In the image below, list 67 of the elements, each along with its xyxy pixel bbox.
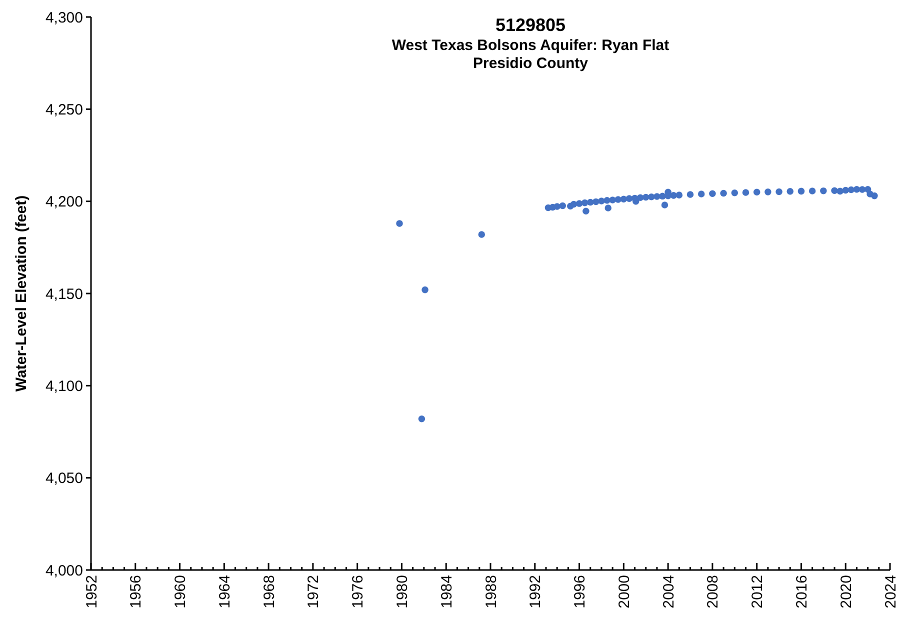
point bbox=[654, 193, 660, 200]
x-tick-label: 2012 bbox=[749, 575, 766, 608]
point bbox=[742, 189, 750, 196]
x-tick-label: 1972 bbox=[305, 575, 322, 608]
x-tick-label: 1964 bbox=[216, 575, 234, 608]
point bbox=[554, 203, 560, 210]
point bbox=[661, 202, 668, 208]
x-tick-label: 2000 bbox=[616, 575, 633, 608]
point bbox=[820, 187, 827, 194]
x-tick-label: 2024 bbox=[882, 575, 898, 608]
y-tick-label: 4,100 bbox=[45, 378, 83, 395]
point bbox=[670, 192, 677, 199]
point bbox=[598, 198, 605, 204]
y-tick-label: 4,250 bbox=[45, 101, 83, 118]
point bbox=[731, 189, 738, 196]
point bbox=[396, 220, 403, 227]
point bbox=[764, 188, 772, 196]
x-tick-label: 1952 bbox=[83, 575, 100, 608]
point bbox=[776, 188, 782, 196]
point bbox=[609, 196, 616, 204]
point bbox=[786, 188, 794, 195]
point bbox=[842, 186, 849, 194]
x-tick-label: 2008 bbox=[704, 575, 722, 608]
y-tick-label: 4,150 bbox=[45, 286, 83, 303]
point bbox=[686, 191, 694, 198]
text: West Texas Bolsons Aquifer: Ryan Flat Presidio County bbox=[392, 37, 670, 72]
point bbox=[614, 196, 622, 203]
point bbox=[698, 190, 705, 198]
point bbox=[636, 194, 644, 202]
point bbox=[709, 190, 716, 197]
point bbox=[418, 415, 426, 422]
y-tick-label: 4,200 bbox=[45, 194, 83, 211]
point bbox=[798, 188, 805, 195]
point bbox=[582, 208, 590, 214]
x-tick-label: 1956 bbox=[128, 575, 145, 608]
x-tick-label: 1968 bbox=[260, 575, 278, 608]
point bbox=[720, 190, 727, 197]
x-tick-label: 1992 bbox=[527, 575, 544, 608]
point bbox=[848, 186, 855, 194]
point bbox=[836, 188, 844, 195]
x-tick-label: 2016 bbox=[793, 575, 810, 608]
x-tick-label: 2004 bbox=[660, 575, 678, 608]
x-tick-label: 2020 bbox=[838, 575, 855, 608]
point bbox=[808, 188, 816, 194]
point bbox=[659, 192, 666, 200]
point bbox=[559, 202, 566, 210]
point bbox=[753, 188, 760, 196]
point bbox=[570, 200, 578, 208]
x-tick-label: 1976 bbox=[350, 575, 367, 608]
point bbox=[853, 186, 860, 193]
y-tick-label: 4,000 bbox=[45, 562, 83, 580]
x-tick-label: 1960 bbox=[172, 575, 190, 608]
point bbox=[422, 286, 428, 294]
point bbox=[831, 187, 838, 194]
point bbox=[581, 199, 588, 206]
point bbox=[676, 192, 683, 198]
y-tick-label: 4,300 bbox=[45, 9, 83, 26]
x-tick-label: 1988 bbox=[482, 575, 500, 608]
x-tick-label: 1996 bbox=[572, 575, 589, 608]
point bbox=[871, 192, 878, 200]
chart-title: 5129805 bbox=[495, 15, 566, 35]
point bbox=[604, 204, 612, 212]
x-tick-label: 1980 bbox=[394, 575, 411, 608]
y-tick-label: 4,050 bbox=[45, 470, 83, 488]
y-axis-title: Water-Level Elevation (feet) bbox=[13, 195, 30, 392]
x-tick-label: 1984 bbox=[438, 575, 456, 608]
point bbox=[478, 231, 486, 238]
